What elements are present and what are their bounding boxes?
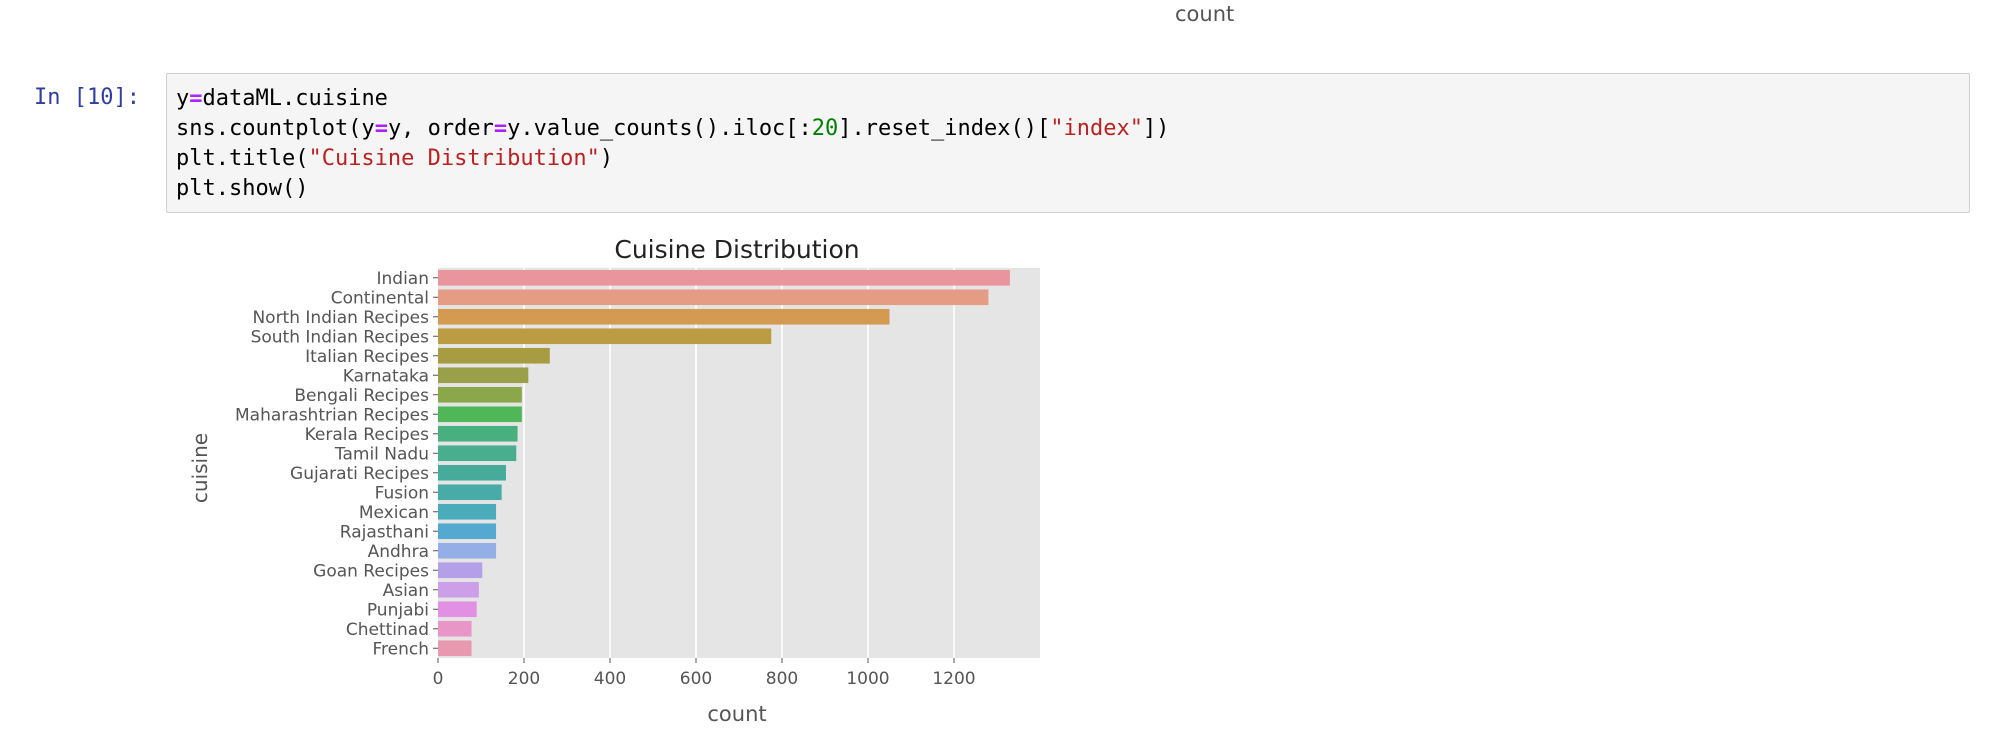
bar — [438, 445, 517, 462]
code-token: ].reset_index()[ — [838, 116, 1051, 141]
code-token: y — [176, 86, 190, 111]
y-tick-label: Fusion — [375, 483, 429, 503]
x-tick-label: 200 — [508, 669, 540, 689]
y-tick-label: Maharashtrian Recipes — [235, 405, 429, 425]
y-tick-label: Rajasthani — [340, 522, 429, 542]
code-cell-editor[interactable]: y=dataML.cuisine sns.countplot(y=y, order… — [166, 73, 1970, 213]
bar — [438, 425, 518, 442]
chart-title: Cuisine Distribution — [614, 235, 859, 264]
previous-output-axis-label: count — [1175, 2, 1235, 26]
code-token: sns.countplot(y — [176, 116, 375, 141]
code-line: plt.show() — [176, 174, 1960, 204]
y-tick-label: French — [372, 639, 429, 659]
bar — [438, 406, 522, 423]
cell-output: Cuisine Distribution cuisine count India… — [166, 228, 1066, 736]
y-tick-label: Asian — [383, 581, 429, 601]
bar — [438, 503, 497, 520]
bar — [438, 328, 772, 345]
code-token: 20 — [811, 116, 839, 141]
y-tick-label: North Indian Recipes — [252, 308, 429, 328]
code-token: = — [493, 116, 508, 141]
code-line: y=dataML.cuisine — [176, 84, 1960, 114]
bar — [438, 620, 472, 637]
code-token: y.value_counts().iloc[: — [507, 116, 812, 141]
code-token: plt.title( — [176, 146, 309, 171]
y-tick-label: Mexican — [359, 503, 429, 523]
y-tick-label: Tamil Nadu — [334, 444, 429, 464]
plot-background — [438, 268, 1040, 658]
y-tick-label: Gujarati Recipes — [290, 464, 429, 484]
code-token: = — [189, 86, 203, 111]
bar — [438, 289, 989, 306]
x-tick-label: 0 — [433, 669, 444, 689]
y-tick-label: Bengali Recipes — [294, 386, 429, 406]
bar — [438, 386, 522, 403]
code-token: = — [374, 116, 388, 141]
code-token: y, order — [387, 116, 494, 141]
y-tick-label: Kerala Recipes — [305, 425, 430, 445]
x-tick-label: 600 — [680, 669, 712, 689]
y-tick-label: Punjabi — [367, 600, 429, 620]
cuisine-distribution-chart: Cuisine Distribution cuisine count India… — [188, 235, 1040, 726]
code-token: "Cuisine Distribution" — [308, 146, 600, 171]
code-line: plt.title("Cuisine Distribution") — [176, 144, 1960, 174]
x-axis-label: count — [707, 702, 766, 726]
bar — [438, 464, 506, 481]
code-token: ]) — [1142, 116, 1170, 141]
bar — [438, 601, 477, 618]
y-axis-label: cuisine — [188, 433, 212, 503]
code-token: "index" — [1050, 116, 1143, 141]
cell-prompt: In [10]: — [34, 85, 140, 110]
bar — [438, 562, 483, 579]
y-tick-label: Chettinad — [346, 620, 429, 640]
y-tick-label: South Indian Recipes — [251, 327, 430, 347]
y-tick-label: Andhra — [368, 542, 429, 562]
bar — [438, 347, 550, 364]
bar — [438, 581, 479, 598]
code-token: ) — [599, 146, 614, 171]
bar — [438, 542, 497, 559]
x-tick-label: 800 — [766, 669, 798, 689]
bar — [438, 640, 472, 657]
y-tick-label: Italian Recipes — [305, 347, 429, 367]
code-token: plt.show() — [176, 176, 309, 201]
bar — [438, 484, 502, 501]
y-tick-label: Karnataka — [343, 366, 429, 386]
code-token: dataML.cuisine — [202, 86, 388, 111]
code-line: sns.countplot(y=y, order=y.value_counts(… — [176, 114, 1960, 144]
y-tick-label: Goan Recipes — [313, 561, 429, 581]
x-tick-label: 400 — [594, 669, 626, 689]
bar — [438, 523, 497, 540]
bar — [438, 367, 529, 384]
x-tick-label: 1000 — [846, 669, 889, 689]
x-tick-label: 1200 — [932, 669, 975, 689]
bar — [438, 269, 1010, 286]
bar — [438, 308, 890, 325]
y-tick-label: Continental — [331, 288, 429, 308]
y-tick-label: Indian — [377, 269, 430, 289]
